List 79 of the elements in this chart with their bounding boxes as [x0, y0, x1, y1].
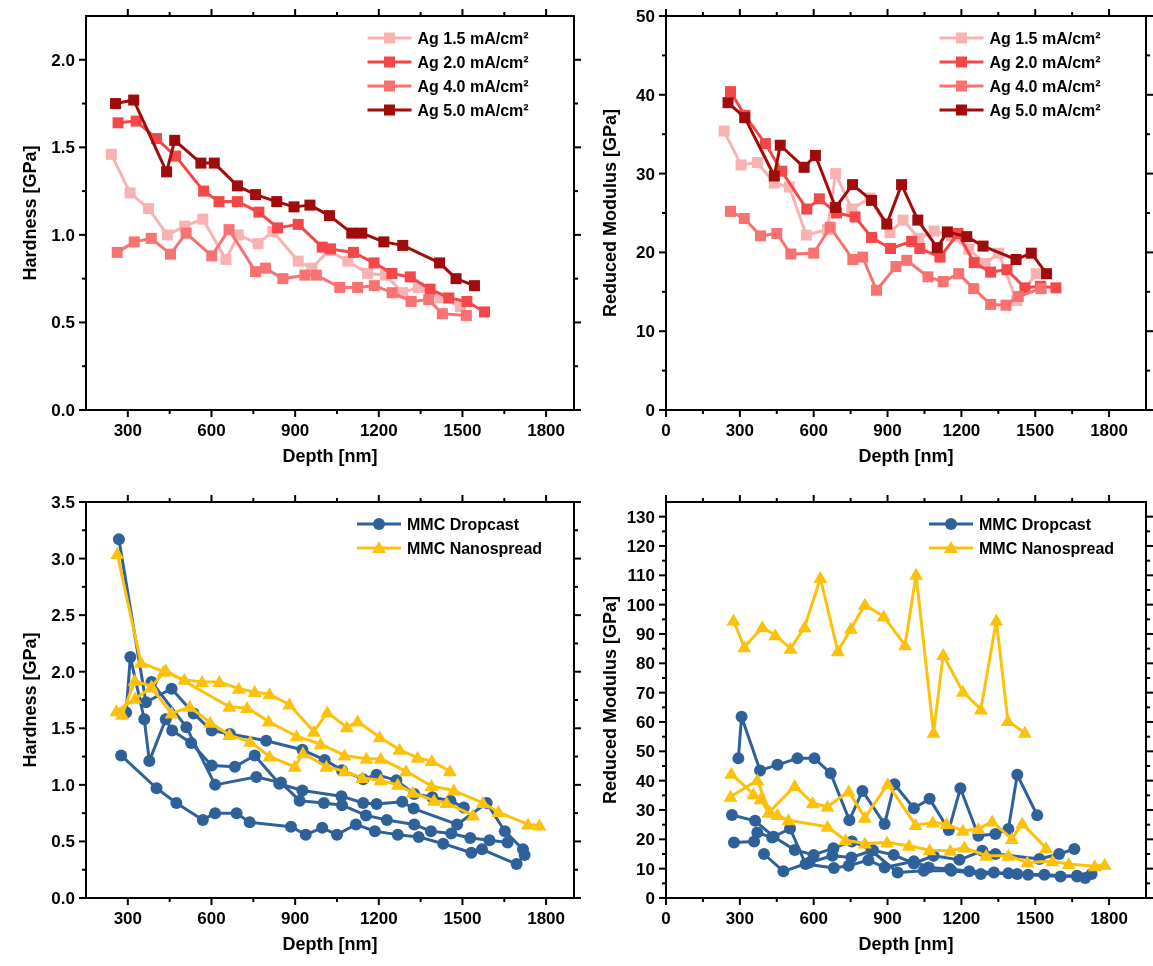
- y-tick-label: 0: [645, 889, 655, 908]
- legend-label: MMC Dropcast: [979, 516, 1092, 533]
- x-tick-label: 900: [873, 909, 902, 928]
- y-tick-label: 50: [636, 742, 655, 762]
- y-axis-title: Hardness [GPa]: [20, 632, 40, 768]
- x-tick-label: 600: [197, 909, 226, 928]
- x-tick-label: 1800: [1090, 909, 1128, 928]
- x-tick-label: 900: [873, 421, 902, 440]
- y-tick-label: 0: [645, 401, 655, 420]
- x-tick-label: 300: [113, 421, 143, 440]
- y-tick-label: 1.5: [51, 138, 75, 158]
- x-tick-label: 1200: [942, 909, 981, 928]
- x-axis-title: Depth [nm]: [858, 934, 954, 954]
- x-tick-label: 300: [725, 909, 755, 928]
- y-axis-title: Hardness [GPa]: [20, 145, 40, 281]
- x-tick-label: 0: [661, 909, 671, 928]
- y-tick-label: 100: [626, 595, 655, 615]
- y-tick-label: 1.0: [51, 225, 75, 245]
- legend-label: Ag 2.0 mA/cm²: [989, 54, 1101, 71]
- legend-label: Ag 4.0 mA/cm²: [989, 78, 1101, 95]
- y-tick-label: 80: [636, 654, 655, 674]
- y-tick-label: 40: [636, 771, 655, 791]
- x-tick-label: 900: [280, 909, 310, 928]
- legend-label: Ag 5.0 mA/cm²: [417, 102, 529, 119]
- x-tick-label: 1500: [443, 421, 482, 440]
- y-tick-label: 70: [636, 683, 655, 703]
- x-tick-label: 1800: [1090, 421, 1128, 440]
- y-tick-label: 30: [636, 164, 655, 184]
- legend-label: MMC Nanospread: [979, 540, 1115, 557]
- x-axis-title: Depth [nm]: [858, 446, 954, 466]
- y-tick-label: 40: [636, 85, 655, 105]
- y-tick-label: 0.0: [51, 889, 75, 908]
- y-tick-label: 0.5: [51, 313, 75, 333]
- y-tick-label: 2.5: [51, 606, 75, 626]
- x-tick-label: 1500: [443, 909, 482, 928]
- y-tick-label: 10: [636, 859, 655, 879]
- y-tick-label: 3.5: [51, 493, 75, 512]
- y-axis-title: Reduced Modulus [GPa]: [600, 108, 620, 318]
- y-tick-label: 20: [636, 243, 655, 263]
- y-tick-label: 60: [636, 713, 655, 732]
- legend-label: MMC Nanospread: [407, 540, 543, 557]
- x-tick-label: 1200: [359, 421, 398, 440]
- x-tick-label: 300: [725, 421, 755, 440]
- x-axis-title: Depth [nm]: [282, 934, 378, 954]
- y-tick-label: 3.0: [51, 549, 75, 569]
- y-tick-label: 50: [636, 7, 655, 26]
- x-tick-label: 0: [661, 421, 671, 440]
- legend-label: Ag 4.0 mA/cm²: [417, 78, 529, 95]
- x-axis-title: Depth [nm]: [282, 446, 378, 466]
- x-tick-label: 600: [197, 421, 226, 440]
- x-tick-label: 1200: [942, 421, 981, 440]
- x-tick-label: 900: [280, 421, 310, 440]
- x-tick-label: 1500: [1016, 421, 1055, 440]
- y-tick-label: 30: [636, 801, 655, 820]
- x-tick-label: 600: [799, 909, 828, 928]
- y-tick-label: 10: [636, 322, 655, 342]
- legend-label: Ag 5.0 mA/cm²: [989, 102, 1101, 119]
- x-tick-label: 1500: [1016, 909, 1055, 928]
- y-tick-label: 130: [626, 507, 655, 527]
- legend-label: Ag 1.5 mA/cm²: [989, 30, 1101, 47]
- y-tick-label: 120: [626, 537, 655, 556]
- x-tick-label: 1800: [527, 421, 566, 440]
- x-tick-label: 600: [799, 421, 828, 440]
- legend-label: MMC Dropcast: [407, 516, 520, 533]
- x-tick-label: 300: [113, 909, 143, 928]
- y-tick-label: 2.0: [51, 50, 75, 70]
- x-tick-label: 1800: [527, 909, 566, 928]
- y-tick-label: 20: [636, 830, 655, 850]
- y-axis-title: Reduced Modulus [GPa]: [600, 595, 620, 805]
- y-tick-label: 0.0: [51, 401, 75, 420]
- x-tick-label: 1200: [359, 909, 398, 928]
- y-tick-label: 0.5: [51, 832, 75, 852]
- y-tick-label: 1.5: [51, 719, 75, 739]
- y-tick-label: 2.0: [51, 662, 75, 682]
- legend-label: Ag 1.5 mA/cm²: [417, 30, 529, 47]
- y-tick-label: 1.0: [51, 775, 75, 795]
- legend-label: Ag 2.0 mA/cm²: [417, 54, 529, 71]
- y-tick-label: 110: [627, 566, 655, 586]
- y-tick-label: 90: [636, 625, 655, 644]
